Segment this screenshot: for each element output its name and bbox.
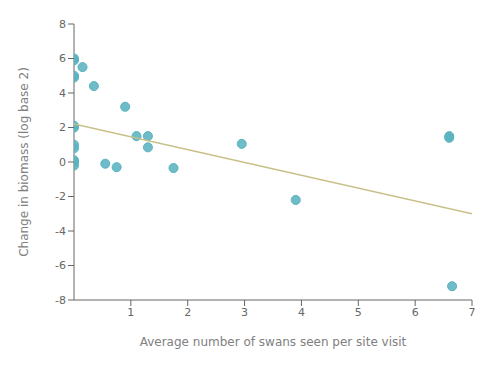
svg-text:-2: -2: [55, 190, 66, 203]
svg-text:2: 2: [184, 306, 191, 319]
svg-text:Average number of swans seen p: Average number of swans seen per site vi…: [140, 335, 407, 349]
svg-text:0: 0: [59, 156, 66, 169]
svg-text:-6: -6: [55, 259, 66, 272]
svg-text:-8: -8: [55, 294, 66, 307]
svg-text:4: 4: [298, 306, 305, 319]
svg-text:6: 6: [412, 306, 419, 319]
svg-text:Change in biomass (log base 2): Change in biomass (log base 2): [17, 67, 31, 257]
svg-text:2: 2: [59, 121, 66, 134]
svg-text:3: 3: [241, 306, 248, 319]
svg-text:7: 7: [469, 306, 476, 319]
svg-text:4: 4: [59, 87, 66, 100]
svg-text:-4: -4: [55, 225, 66, 238]
svg-text:5: 5: [355, 306, 362, 319]
svg-text:6: 6: [59, 52, 66, 65]
svg-text:1: 1: [127, 306, 134, 319]
svg-text:8: 8: [59, 18, 66, 31]
